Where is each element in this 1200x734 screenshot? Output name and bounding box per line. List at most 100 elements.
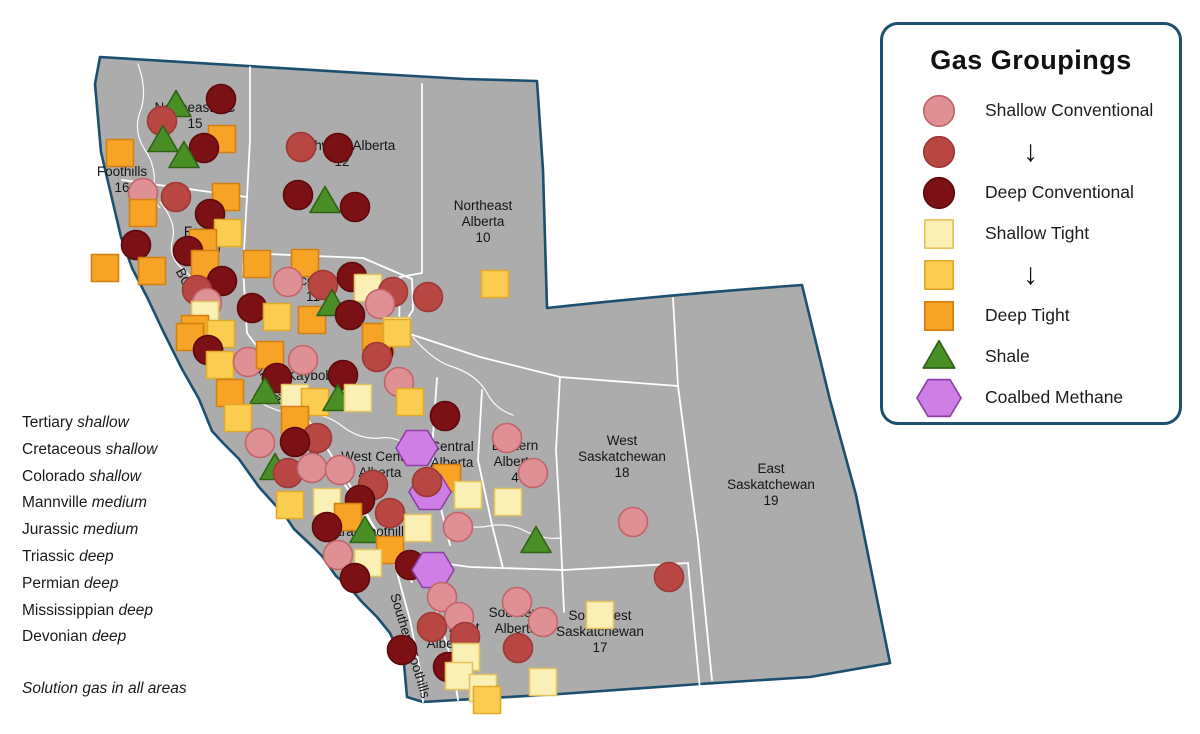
legend-row: Shallow Conventional — [883, 90, 1179, 131]
shale-marker — [168, 140, 200, 169]
medium-conventional-marker — [361, 341, 393, 373]
legend-marker — [915, 337, 963, 377]
stratigraphy-list: Tertiary shallow Cretaceous shallow Colora… — [22, 410, 187, 702]
medium-conventional-marker — [411, 466, 443, 498]
legend-label: Deep Conventional — [985, 182, 1134, 202]
strata-name: Mannville — [22, 494, 88, 512]
deep-conventional-marker — [429, 400, 461, 432]
shallow-conventional-marker — [322, 539, 354, 571]
legend-row: Deep Tight — [883, 295, 1179, 336]
shallow-conventional-marker — [617, 506, 649, 538]
down-arrow-icon: ↓ — [1023, 135, 1038, 168]
strata-name: Tertiary — [22, 414, 73, 431]
medium-tight-marker — [382, 318, 412, 348]
legend-marker — [915, 91, 963, 131]
shale-marker — [922, 339, 956, 369]
medium-tight-marker — [472, 685, 502, 715]
medium-tight-marker — [480, 269, 510, 299]
strata-item: Devonian deep — [22, 624, 187, 651]
legend-rows: Shallow Conventional ↓ Deep Conventional Sh… — [883, 90, 1179, 418]
legend-marker — [915, 296, 963, 336]
deep-tight-marker — [105, 138, 135, 168]
shallow-conventional-marker — [296, 452, 328, 484]
shallow-conventional-marker — [922, 94, 956, 127]
deep-conventional-marker — [188, 132, 220, 164]
shallow-tight-marker — [528, 667, 558, 697]
markers-layer — [90, 83, 685, 715]
svg-text:Foothills: Foothills — [97, 164, 148, 179]
deep-conventional-marker — [279, 426, 311, 458]
svg-text:West: West — [607, 433, 638, 448]
medium-conventional-marker — [922, 135, 956, 168]
svg-text:4: 4 — [511, 470, 519, 485]
strata-name: Cretaceous — [22, 440, 102, 458]
svg-text:15: 15 — [187, 116, 202, 131]
legend-label: Coalbed Methane — [985, 387, 1124, 407]
down-arrow-icon: ↓ — [1023, 258, 1038, 291]
shallow-conventional-marker — [527, 606, 559, 638]
medium-tight-marker — [923, 259, 955, 290]
svg-text:18: 18 — [614, 465, 629, 480]
strata-item: Colorado shallow — [22, 464, 187, 491]
deep-conventional-marker — [311, 511, 343, 543]
strata-depth: shallow — [77, 414, 129, 431]
svg-text:Alberta: Alberta — [462, 214, 505, 229]
strata-depth: medium — [83, 521, 139, 539]
strata-depth: medium — [91, 494, 147, 512]
medium-conventional-marker — [160, 181, 192, 213]
medium-conventional-marker — [374, 497, 406, 529]
svg-text:Saskatchewan: Saskatchewan — [556, 624, 644, 639]
strata-item: Mannville medium — [22, 490, 187, 517]
deep-tight-marker — [215, 378, 245, 408]
strata-depth: deep — [79, 547, 114, 565]
deep-conventional-marker — [120, 229, 152, 261]
legend-label: Shallow Conventional — [985, 100, 1154, 120]
strata-depth: deep — [118, 601, 153, 619]
strata-depth: deep — [84, 574, 119, 592]
deep-conventional-marker — [327, 359, 359, 391]
deep-tight-marker — [90, 253, 120, 283]
shallow-conventional-marker — [324, 454, 356, 486]
strata-depth: shallow — [89, 467, 141, 485]
strata-item: Mississippian deep — [22, 598, 187, 625]
strata-name: Jurassic — [22, 521, 79, 539]
deep-conventional-marker — [386, 634, 418, 666]
strata-name: Triassic — [22, 547, 75, 565]
deep-tight-marker — [128, 198, 158, 228]
svg-text:19: 19 — [763, 493, 778, 508]
svg-text:Alberta: Alberta — [495, 621, 538, 636]
strata-name: Colorado — [22, 467, 85, 485]
shallow-tight-marker — [585, 600, 615, 630]
svg-text:East: East — [757, 461, 784, 476]
strata-item: Tertiary shallow — [22, 410, 187, 437]
strata-depth: deep — [91, 628, 127, 646]
strata-item: Triassic deep — [22, 544, 187, 571]
legend-row: Shale — [883, 336, 1179, 377]
deep-tight-marker — [137, 256, 167, 286]
deep-conventional-marker — [282, 179, 314, 211]
shallow-tight-marker — [923, 218, 955, 249]
medium-conventional-marker — [653, 561, 685, 593]
shale-marker — [249, 376, 281, 405]
deep-conventional-marker — [922, 176, 956, 209]
map-outline — [93, 55, 892, 704]
legend-row: ↓ — [883, 131, 1179, 172]
svg-text:Saskatchewan: Saskatchewan — [578, 449, 666, 464]
legend-label: Shallow Tight — [985, 223, 1090, 243]
medium-tight-marker — [205, 350, 235, 380]
shallow-tight-marker — [403, 513, 433, 543]
shallow-tight-marker — [444, 661, 474, 691]
strata-item: Cretaceous shallow — [22, 437, 187, 464]
legend-label: Shale — [985, 346, 1030, 366]
shale-marker — [349, 515, 381, 544]
strata-name: Devonian — [22, 628, 88, 646]
legend-row: ↓ — [883, 254, 1179, 295]
shallow-conventional-marker — [442, 511, 474, 543]
legend-title: Gas Groupings — [930, 45, 1132, 75]
strata-item: Jurassic medium — [22, 517, 187, 544]
svg-text:Central: Central — [430, 439, 474, 454]
shallow-conventional-marker — [501, 586, 533, 618]
